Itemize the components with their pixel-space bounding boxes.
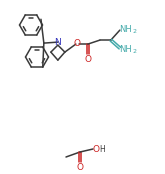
Text: H: H [99, 145, 105, 155]
Text: O: O [84, 55, 91, 64]
Text: O: O [73, 39, 80, 48]
Text: N: N [54, 38, 61, 47]
Text: 2: 2 [132, 29, 136, 34]
Text: NH: NH [119, 25, 132, 34]
Text: O: O [93, 144, 99, 153]
Text: O: O [77, 163, 83, 172]
Text: 2: 2 [132, 49, 136, 54]
Text: NH: NH [119, 45, 132, 54]
